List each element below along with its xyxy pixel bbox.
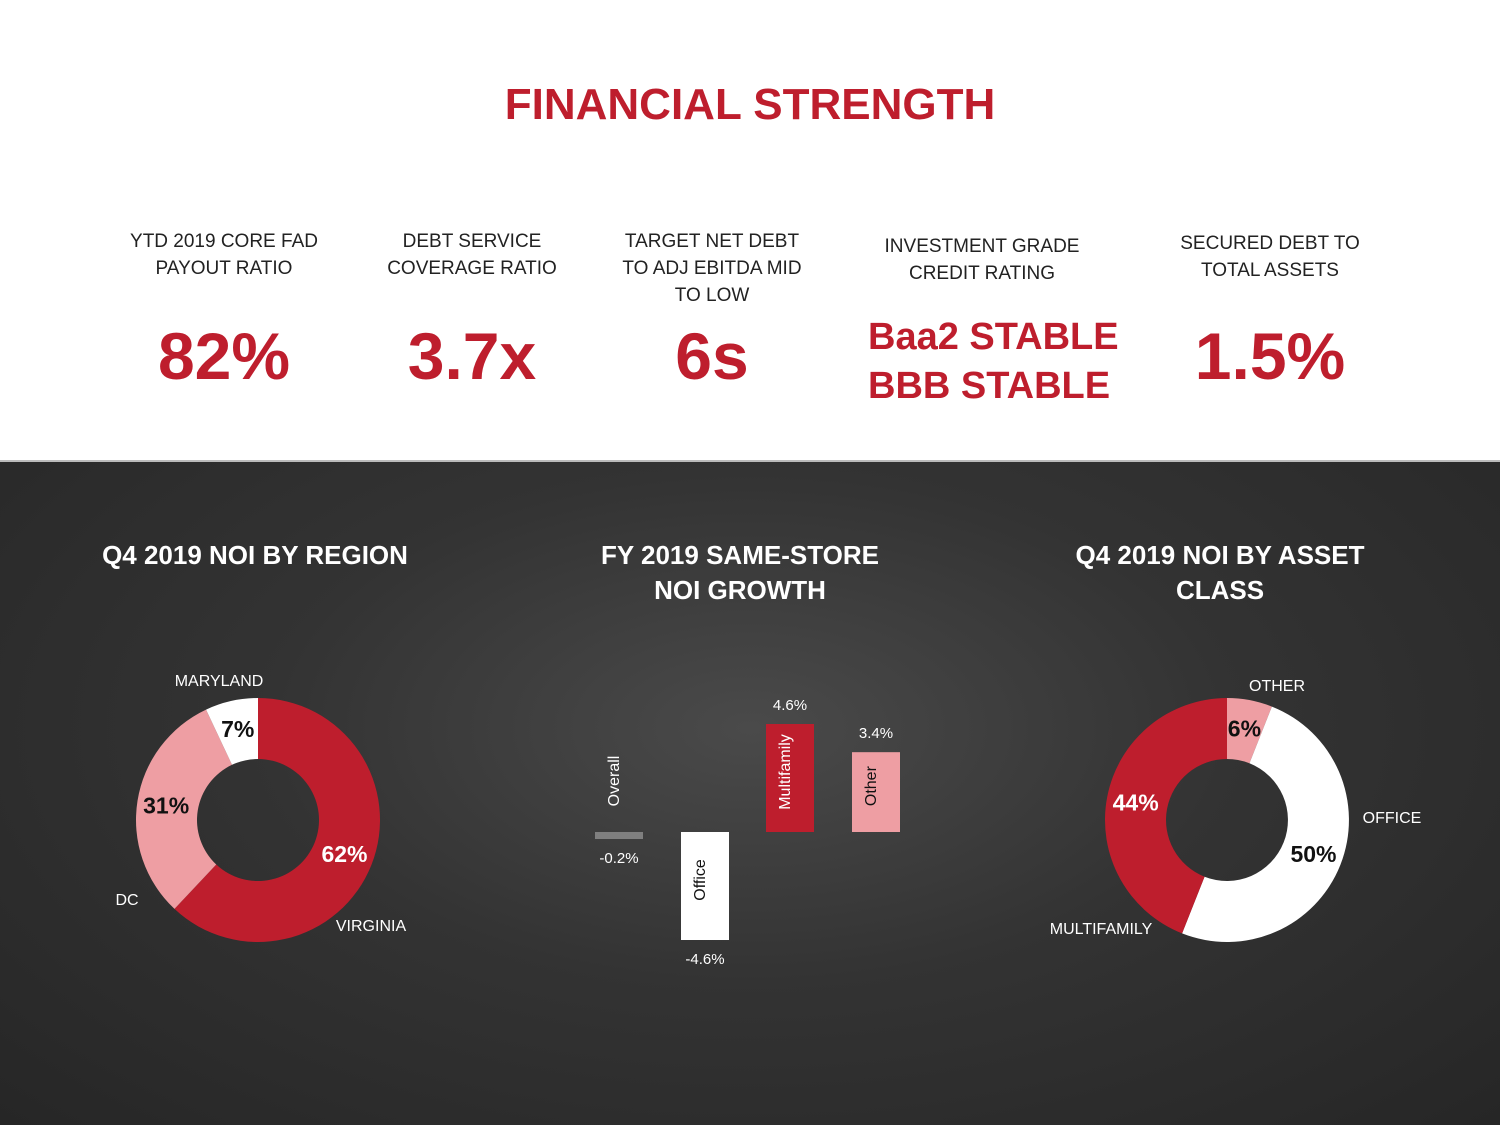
metric-value: Baa2 STABLE BBB STABLE <box>868 316 1119 407</box>
metric-label: YTD 2019 CORE FAD PAYOUT RATIO <box>130 231 318 279</box>
dark-panel <box>0 460 1500 1125</box>
value-label: 4.6% <box>773 697 807 714</box>
bar <box>766 724 814 832</box>
metric-label: TARGET NET DEBT TO ADJ EBITDA MID TO LOW <box>622 231 802 306</box>
category-label: Office <box>692 859 709 901</box>
category-label: MARYLAND <box>175 673 264 690</box>
chart-title: FY 2019 SAME-STORE NOI GROWTH <box>601 540 879 605</box>
value-label: 44% <box>1113 790 1159 816</box>
metric-label: INVESTMENT GRADE CREDIT RATING <box>884 236 1080 284</box>
chart-title: Q4 2019 NOI BY REGION <box>102 540 408 570</box>
metric-label: DEBT SERVICE COVERAGE RATIO <box>387 231 557 279</box>
pie-slice <box>1182 706 1349 942</box>
category-label: OFFICE <box>1363 810 1422 827</box>
bar <box>595 832 643 839</box>
value-label: 6% <box>1228 716 1261 742</box>
chart-title: Q4 2019 NOI BY ASSET CLASS <box>1075 540 1365 605</box>
pie-slice <box>206 698 258 765</box>
category-label: Overall <box>606 756 623 807</box>
pie-slice <box>1104 698 1227 934</box>
category-label: DC <box>115 892 138 909</box>
value-label: 3.4% <box>859 725 893 742</box>
value-label: 50% <box>1290 841 1336 867</box>
metric-value: 6s <box>675 319 749 393</box>
category-label: MULTIFAMILY <box>1050 921 1153 938</box>
value-label: 7% <box>221 716 254 742</box>
pie-slice <box>136 709 233 909</box>
pie-slice <box>1227 698 1272 764</box>
category-label: VIRGINIA <box>336 918 407 935</box>
value-label: -0.2% <box>599 850 638 867</box>
bar <box>852 752 900 832</box>
value-label: 31% <box>143 792 189 818</box>
page-title: FINANCIAL STRENGTH <box>504 80 996 129</box>
bar <box>681 832 729 940</box>
pie-slice <box>174 698 381 942</box>
metric-value: 3.7x <box>407 319 537 393</box>
metric-value: 82% <box>157 319 291 393</box>
metric-value: 1.5% <box>1194 319 1346 393</box>
metric-label: SECURED DEBT TO TOTAL ASSETS <box>1180 233 1360 281</box>
category-label: OTHER <box>1249 678 1305 695</box>
category-label: Multifamily <box>777 734 794 810</box>
category-label: Other <box>863 765 880 806</box>
value-label: 62% <box>321 841 367 867</box>
value-label: -4.6% <box>685 951 724 968</box>
